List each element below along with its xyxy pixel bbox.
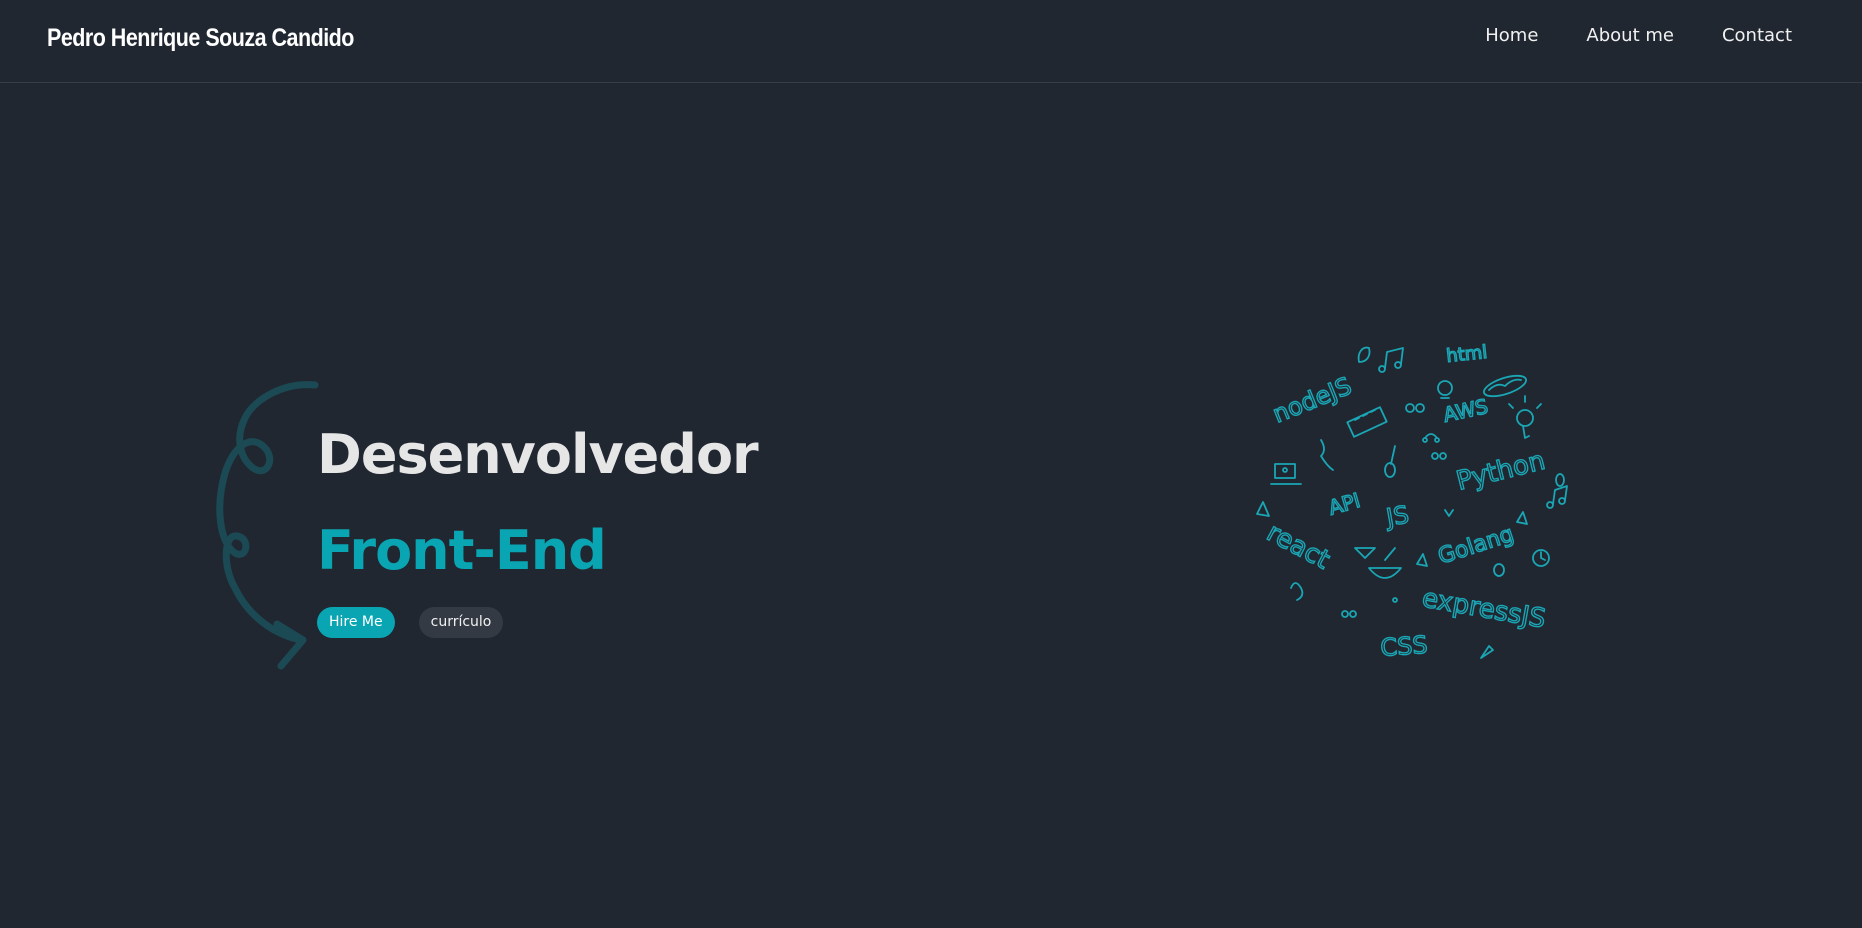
tech-doodle-illustration: nodeJS html AWS Python API JS react Gola… — [1256, 341, 1568, 663]
triangle-icon — [1256, 501, 1270, 517]
lightbulb-icon — [1508, 395, 1542, 439]
doodle-word-js: JS — [1382, 500, 1411, 532]
tiny-mark-icon — [1392, 597, 1398, 603]
doodle-word-nodejs: nodeJS — [1269, 372, 1356, 429]
music-note-icon — [1546, 485, 1568, 509]
hero-actions: Hire Me currículo — [317, 607, 504, 638]
hero-title-line1: Desenvolvedor — [317, 423, 759, 486]
resume-button[interactable]: currículo — [418, 607, 504, 638]
top-navbar: Pedro Henrique Souza Candido Home About … — [0, 0, 1862, 83]
clock-icon — [1532, 549, 1550, 567]
eyes-icon — [1341, 610, 1357, 618]
eyes-icon — [1431, 452, 1447, 460]
hero-title-line2: Front-End — [317, 519, 607, 582]
triangle-icon — [1516, 511, 1528, 525]
doodle-word-python: Python — [1453, 446, 1548, 497]
face-icon — [1437, 380, 1453, 399]
bean-icon — [1555, 473, 1565, 487]
nav-link-contact[interactable]: Contact — [1721, 25, 1792, 46]
leaf-icon — [1357, 346, 1371, 363]
headphones-icon — [1422, 433, 1440, 443]
main-nav: Home About me Contact — [1485, 25, 1792, 46]
nav-link-about-me[interactable]: About me — [1586, 25, 1674, 46]
doodle-word-golang: Golang — [1435, 522, 1517, 570]
hand-icon — [1290, 582, 1304, 601]
tiny-mark-icon — [1444, 509, 1454, 517]
triangle-icon — [1416, 553, 1428, 567]
egg-icon — [1493, 563, 1505, 577]
feather-icon — [1480, 645, 1494, 659]
doodle-word-api: API — [1326, 488, 1363, 520]
doodle-word-react: react — [1262, 518, 1335, 576]
doodle-word-aws: AWS — [1441, 394, 1490, 427]
site-brand[interactable]: Pedro Henrique Souza Candido — [47, 24, 354, 52]
hotdog-icon — [1483, 374, 1527, 398]
doodle-word-html: html — [1445, 342, 1488, 367]
music-note-icon — [1378, 347, 1404, 373]
keyboard-icon — [1346, 406, 1388, 438]
hire-me-button[interactable]: Hire Me — [317, 607, 395, 638]
glasses-icon — [1405, 403, 1425, 413]
laptop-icon — [1270, 463, 1302, 485]
doodle-word-express: expressJS — [1420, 583, 1548, 634]
bowl-icon — [1368, 547, 1402, 579]
nav-link-home[interactable]: Home — [1485, 25, 1539, 46]
doodle-word-css: CSS — [1379, 631, 1428, 662]
squiggle-arrow-icon — [216, 381, 319, 670]
heart-icon — [1354, 547, 1376, 559]
squiggle-icon — [1320, 439, 1334, 471]
guitar-icon — [1384, 445, 1396, 478]
